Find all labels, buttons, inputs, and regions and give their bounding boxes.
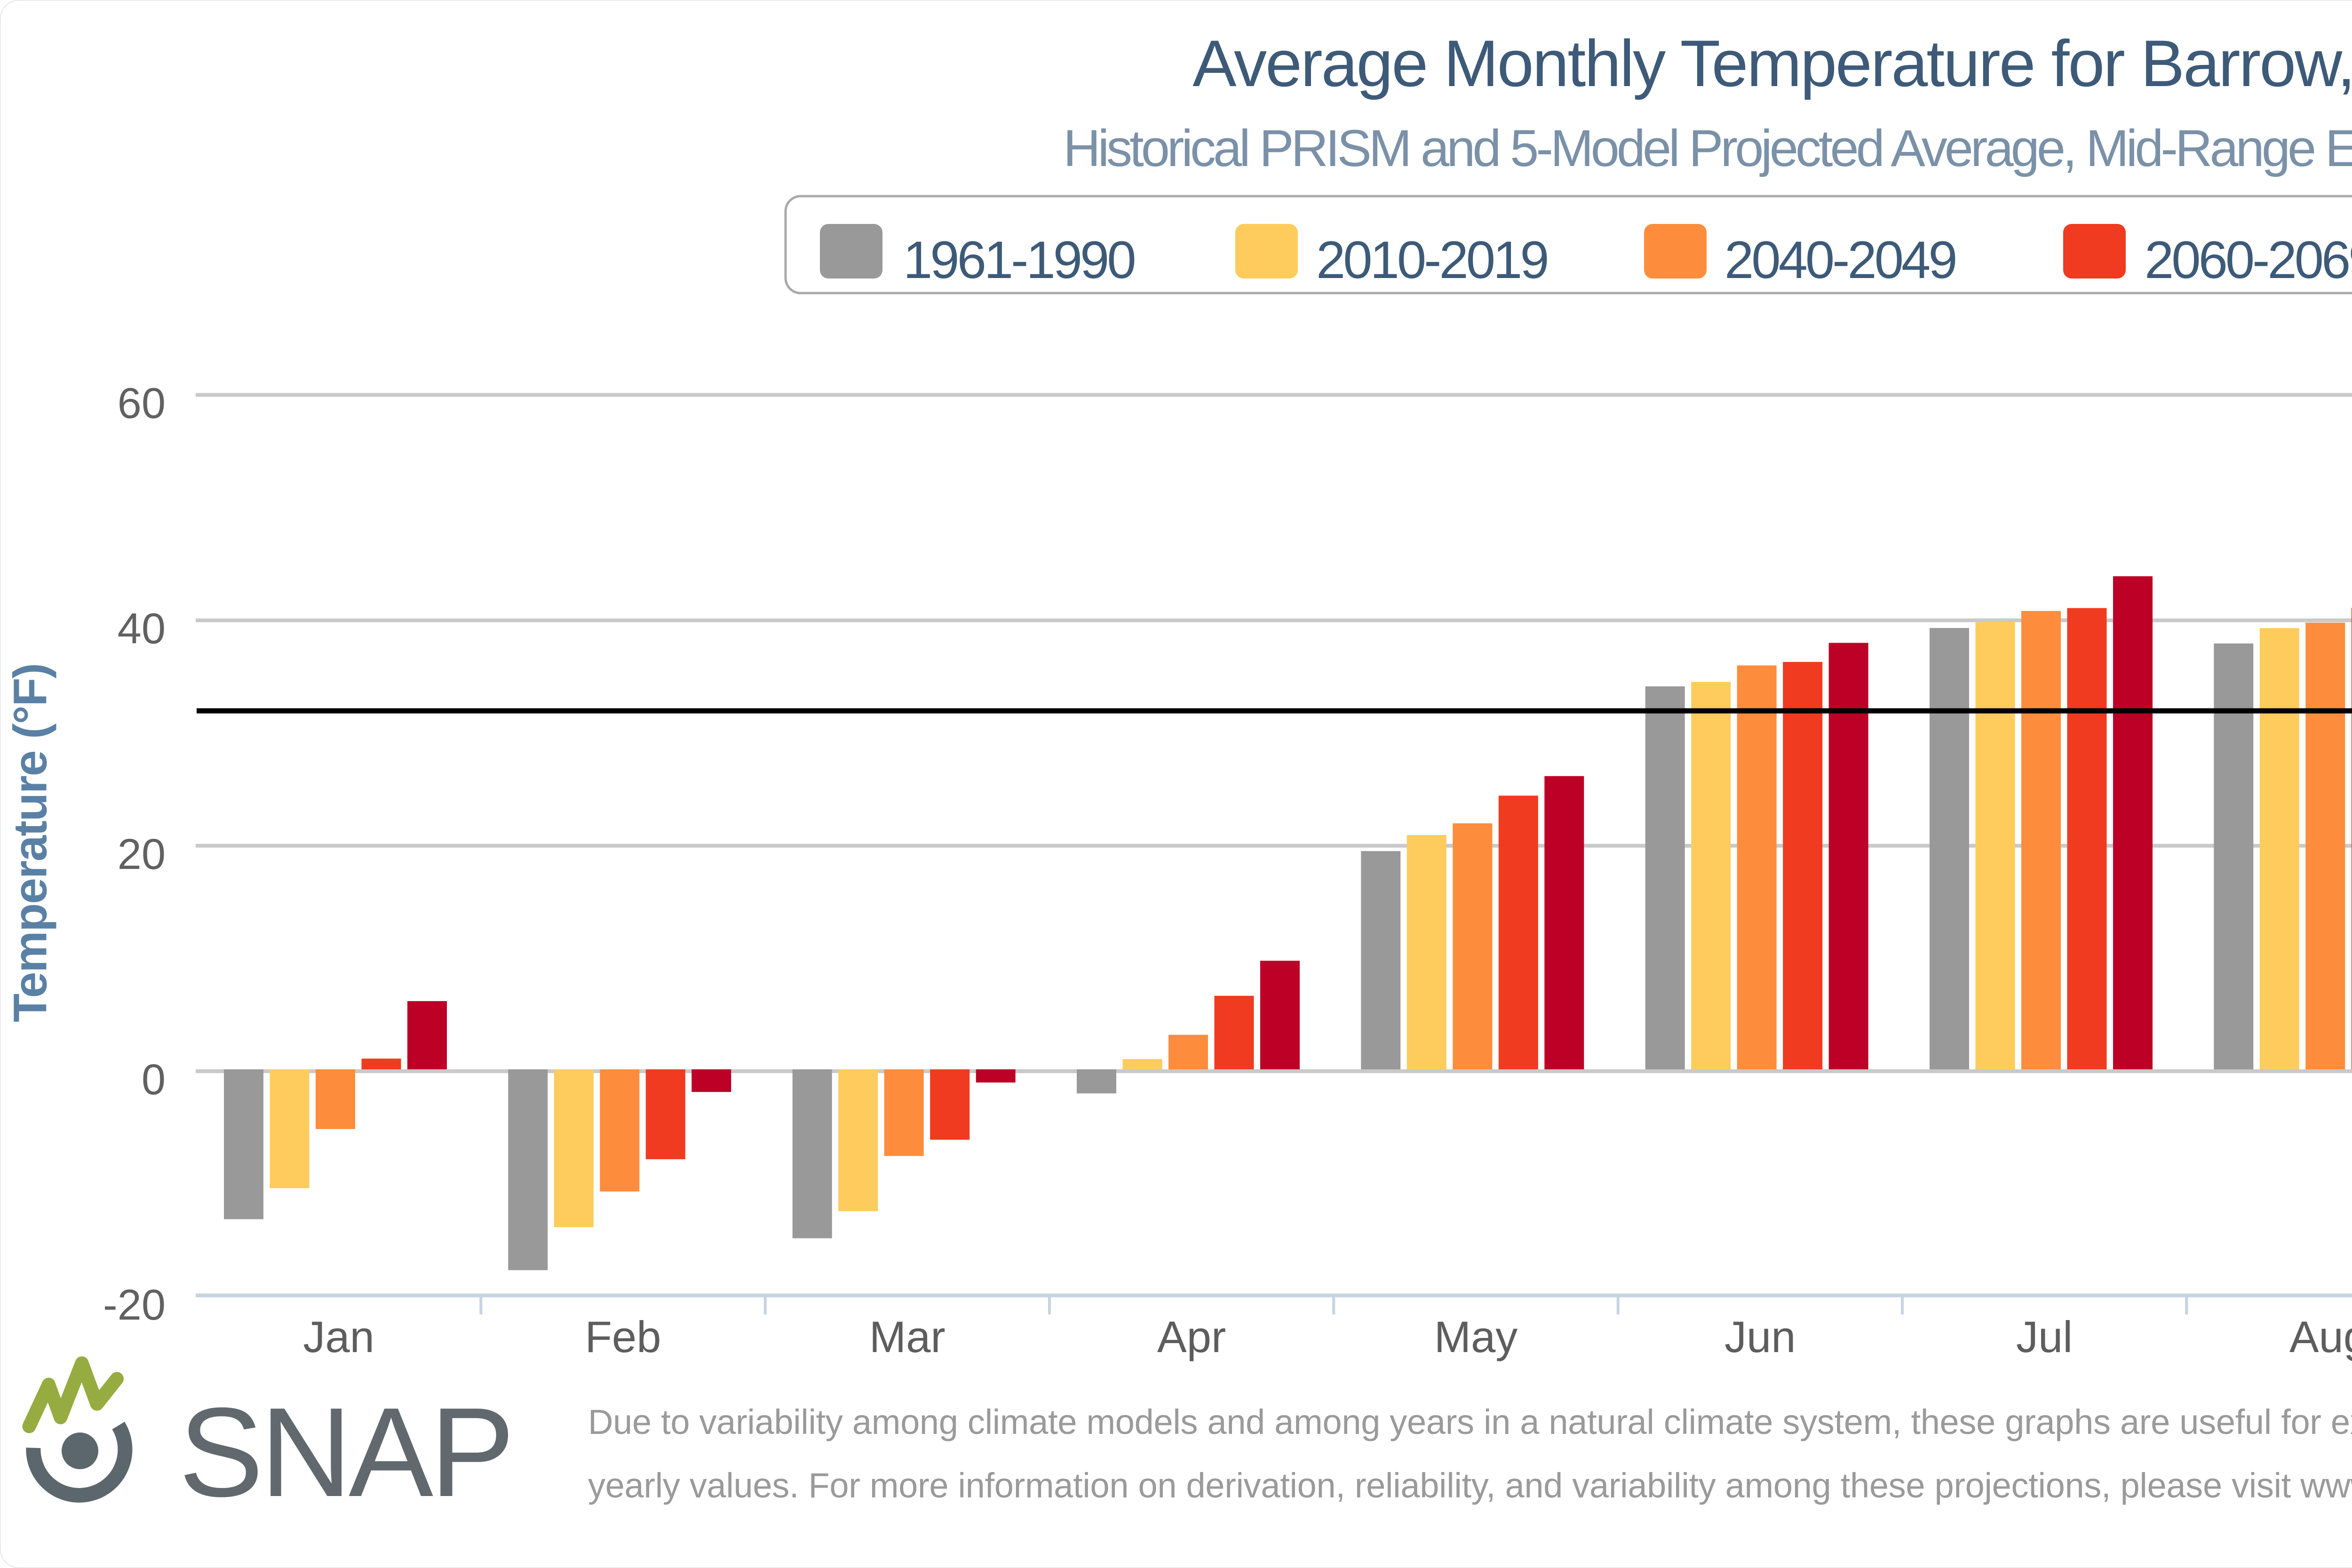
svg-text:-20: -20 bbox=[103, 1281, 166, 1329]
svg-text:May: May bbox=[1434, 1312, 1518, 1361]
svg-text:2060-2069: 2060-2069 bbox=[2145, 231, 2352, 289]
svg-text:2010-2019: 2010-2019 bbox=[1316, 231, 1547, 289]
svg-text:Feb: Feb bbox=[585, 1312, 661, 1361]
svg-text:Aug: Aug bbox=[2289, 1312, 2352, 1361]
svg-text:Historical PRISM and 5-Model P: Historical PRISM and 5-Model Projected A… bbox=[1063, 119, 2352, 177]
svg-text:0: 0 bbox=[142, 1056, 166, 1104]
svg-text:Temperature (°F): Temperature (°F) bbox=[4, 664, 56, 1022]
svg-text:Jul: Jul bbox=[2016, 1312, 2073, 1361]
svg-text:20: 20 bbox=[118, 830, 166, 878]
svg-text:Due to variability among clima: Due to variability among climate models … bbox=[588, 1402, 2352, 1441]
svg-text:Apr: Apr bbox=[1157, 1312, 1226, 1361]
svg-text:1961-1990: 1961-1990 bbox=[903, 231, 1134, 289]
svg-text:yearly values. For more inform: yearly values. For more information on d… bbox=[588, 1466, 2352, 1505]
svg-text:SNAP: SNAP bbox=[179, 1382, 511, 1523]
svg-text:60: 60 bbox=[118, 379, 166, 427]
svg-text:Jan: Jan bbox=[303, 1312, 374, 1361]
svg-text:Jun: Jun bbox=[1724, 1312, 1796, 1361]
svg-text:Average Monthly Temperature fo: Average Monthly Temperature for Barrow, … bbox=[1192, 26, 2352, 100]
svg-text:2040-2049: 2040-2049 bbox=[1724, 231, 1955, 289]
svg-text:40: 40 bbox=[118, 605, 166, 653]
svg-text:Mar: Mar bbox=[869, 1312, 946, 1361]
